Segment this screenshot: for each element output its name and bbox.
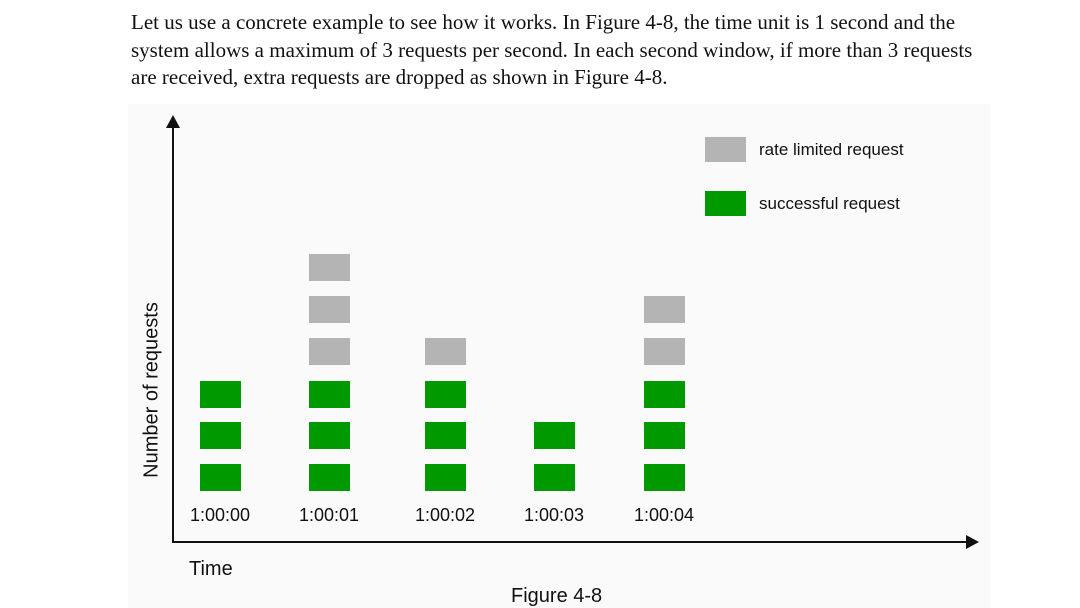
legend-label-successful: successful request bbox=[759, 194, 900, 213]
successful-request-block bbox=[644, 422, 685, 449]
x-axis-label: Time bbox=[189, 558, 233, 580]
x-tick-label: 1:00:03 bbox=[523, 505, 585, 525]
successful-request-block bbox=[425, 381, 466, 408]
x-tick-label: 1:00:01 bbox=[298, 505, 360, 525]
rate-limited-request-block bbox=[644, 296, 685, 323]
figure-background bbox=[128, 104, 990, 608]
legend-swatch-rate-limited bbox=[705, 137, 746, 162]
x-axis-arrow-icon bbox=[966, 535, 979, 549]
successful-request-block bbox=[534, 422, 575, 449]
successful-request-block bbox=[200, 422, 241, 449]
rate-limited-request-block bbox=[309, 338, 350, 365]
rate-limited-request-block bbox=[425, 338, 466, 365]
successful-request-block bbox=[309, 381, 350, 408]
body-paragraph: Let us use a concrete example to see how… bbox=[131, 10, 973, 89]
successful-request-block bbox=[309, 464, 350, 491]
successful-request-block bbox=[534, 464, 575, 491]
x-tick-label: 1:00:00 bbox=[189, 505, 251, 525]
successful-request-block bbox=[644, 381, 685, 408]
figure-caption: Figure 4-8 bbox=[511, 585, 603, 607]
y-axis-arrow-icon bbox=[166, 115, 180, 128]
x-tick-label: 1:00:04 bbox=[633, 505, 695, 525]
successful-request-block bbox=[200, 464, 241, 491]
rate-limited-request-block bbox=[309, 296, 350, 323]
successful-request-block bbox=[200, 381, 241, 408]
y-axis-label: Number of requests bbox=[140, 302, 163, 478]
successful-request-block bbox=[425, 422, 466, 449]
successful-request-block bbox=[425, 464, 466, 491]
rate-limited-request-block bbox=[644, 338, 685, 365]
successful-request-block bbox=[309, 422, 350, 449]
x-axis bbox=[172, 541, 970, 543]
successful-request-block bbox=[644, 464, 685, 491]
legend-swatch-successful bbox=[705, 191, 746, 216]
y-axis bbox=[172, 122, 174, 543]
legend-label-rate-limited: rate limited request bbox=[759, 140, 904, 159]
rate-limited-request-block bbox=[309, 254, 350, 281]
x-tick-label: 1:00:02 bbox=[414, 505, 476, 525]
